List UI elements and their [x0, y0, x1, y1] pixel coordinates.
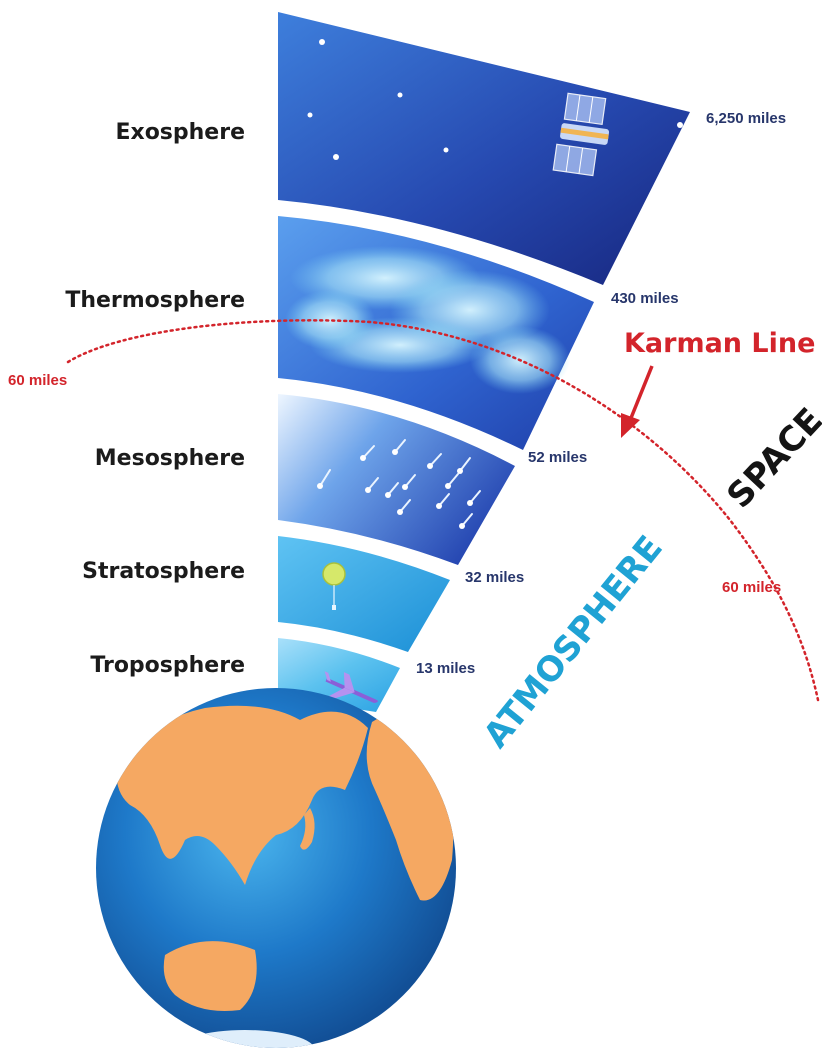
mesosphere-label: Mesosphere [95, 446, 245, 471]
satellite-icon [552, 92, 610, 177]
weather-balloon-icon [322, 562, 346, 610]
exosphere-layer [278, 12, 690, 285]
australia-landmass [163, 941, 257, 1011]
space-region-label: SPACE [719, 401, 822, 517]
airplane-icon [324, 671, 378, 704]
meteors [317, 439, 481, 529]
stratosphere-layer [278, 536, 450, 652]
troposphere-altitude: 13 miles [416, 660, 475, 677]
karman-altitude-left: 60 miles [8, 372, 67, 389]
thermosphere-label: Thermosphere [65, 288, 245, 313]
mesosphere-layer [278, 394, 515, 565]
karman-altitude-right: 60 miles [722, 579, 781, 596]
asia-landmass [116, 705, 368, 885]
karman-line-arc [66, 319, 820, 702]
troposphere-label: Troposphere [90, 653, 245, 678]
stratosphere-label: Stratosphere [82, 559, 245, 584]
stratosphere-altitude: 32 miles [465, 569, 524, 586]
stars [307, 34, 683, 160]
japan-landmass [300, 808, 315, 850]
karman-arrow [621, 365, 654, 438]
karman-line-title: Karman Line [624, 328, 815, 359]
mesosphere-altitude: 52 miles [528, 449, 587, 466]
atmosphere-region-label: ATMOSPHERE [476, 528, 671, 755]
earth-globe [96, 688, 456, 1048]
exosphere-label: Exosphere [115, 120, 245, 145]
thermosphere-altitude: 430 miles [611, 290, 679, 307]
exosphere-altitude: 6,250 miles [706, 110, 786, 127]
aurora-cloud [285, 246, 570, 394]
